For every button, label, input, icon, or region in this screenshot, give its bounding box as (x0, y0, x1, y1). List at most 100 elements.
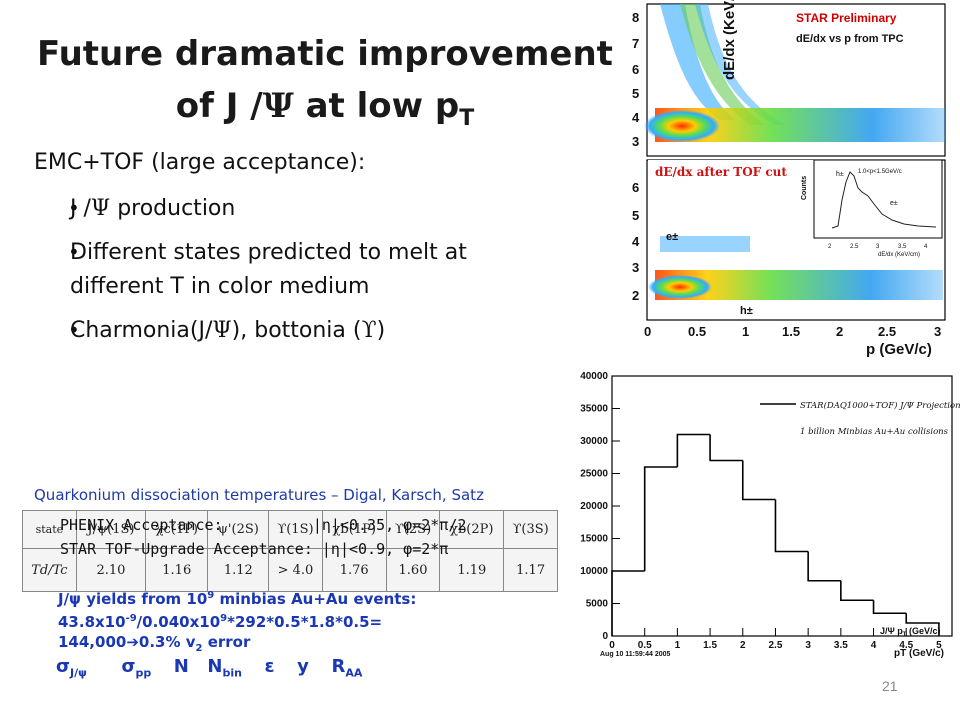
hist-x-tick: 2 (740, 640, 746, 651)
bullet-dot: • (68, 240, 80, 264)
inset-x-tick: 2 (828, 244, 832, 250)
star-preliminary-label: STAR Preliminary (796, 11, 897, 25)
inset-e-label: e± (890, 200, 898, 207)
electron-band (660, 236, 750, 252)
y-tick-top: 6 (632, 62, 639, 77)
subtitle: EMC+TOF (large acceptance): (34, 150, 366, 175)
hist-x-tick: 5 (936, 640, 942, 651)
hist-bar (905, 613, 940, 636)
table-cell: Td/Tc (22, 548, 77, 592)
inset-ylabel: Counts (801, 176, 808, 200)
pion-hotspot (644, 110, 720, 142)
y-tick-top: 3 (632, 134, 639, 149)
x-tick: 0 (644, 324, 651, 339)
inset-legend: 1.0<p<1.5GeV/c (858, 169, 902, 175)
hist-y-tick: 20000 (580, 501, 608, 512)
proton-band (680, 4, 765, 125)
table-cell: 1.60 (385, 548, 441, 592)
jpsi-histogram-plot: 0 5000 10000 15000 20000 25000 30000 35000 40000… (580, 371, 960, 659)
hist-bar (807, 551, 841, 582)
bullet-item-jpsi: J /Ψ production (70, 196, 236, 221)
inset-histogram (831, 171, 937, 229)
x-tick: 2.5 (878, 324, 896, 339)
table-cell: > 4.0 (268, 548, 323, 592)
page-number: 21 (882, 678, 898, 694)
hist-y-tick: 15000 (580, 534, 608, 545)
inset-x-tick: 4 (924, 244, 928, 250)
after-cut-label: dE/dx after TOF cut (655, 165, 787, 179)
hist-y-tick: 40000 (580, 371, 608, 382)
hist-y-tick: 30000 (580, 436, 608, 447)
yields-line-1: J/ψ yields from 109 minbias Au+Au events… (58, 590, 417, 608)
bullet-item-melt-cont: different T in color medium (70, 274, 370, 299)
bullet-item-melt: Different states predicted to melt at (70, 240, 467, 265)
hadron-hotspot (648, 275, 712, 299)
yields-block: J/ψ yields from 109 minbias Au+Au events… (58, 586, 416, 659)
hist-x-tick: 1.5 (703, 640, 717, 651)
dedx-desc-label: dE/dx vs p from TPC (796, 33, 904, 45)
dissociation-table: state J/ψ(1S) χc(1P) ψ'(2S) ϒ(1S) χb(1P)… (22, 510, 558, 592)
formula-line: σJ/ψ σpp N Nbin ε y RAA (56, 656, 363, 680)
hist-x-tick: 3 (805, 640, 811, 651)
hist-legend-1: STAR(DAQ1000+TOF) J/Ψ Projection (800, 400, 960, 411)
hist-x-tick: 4.5 (899, 640, 913, 651)
x-tick: 3 (934, 324, 941, 339)
x-tick: 0.5 (688, 324, 706, 339)
hist-y-tick: 0 (602, 631, 608, 642)
hist-y-tick: 35000 (580, 404, 608, 415)
inset-frame (813, 159, 943, 239)
title-line-2: of J /Ψ at low pT (175, 86, 475, 131)
inset-x-tick: 3 (876, 244, 880, 250)
slide-title: Future dramatic improvement of J /Ψ at l… (30, 28, 620, 145)
deuteron-band (695, 4, 785, 125)
hist-bar (611, 570, 645, 636)
hist-y-tick: 25000 (580, 469, 608, 480)
electron-label: e± (666, 231, 678, 243)
y-tick-top: 5 (632, 86, 639, 101)
table-cell: 1.17 (503, 548, 558, 592)
yields-line-2: 43.8x10-9/0.040x109*292*0.5*1.8*0.5= (58, 613, 383, 631)
table-cell: J/ψ(1S) (75, 510, 147, 549)
hist-bar (676, 433, 711, 467)
hist-x-tick: 4 (871, 640, 877, 651)
bullet-list: • J /Ψ production • Different states pre… (34, 196, 574, 376)
y-tick-bottom: 3 (632, 260, 639, 275)
tpc-ylabel: dE/dx (KeV/cm) (721, 0, 738, 80)
table-cell: 2.10 (75, 548, 147, 592)
x-tick: 2 (836, 324, 843, 339)
inset-h-label: h± (836, 171, 844, 178)
hist-frame (611, 375, 953, 637)
x-tick: 1.5 (782, 324, 800, 339)
y-tick-bottom: 2 (632, 288, 639, 303)
tpc-dedx-plot: STAR Preliminary dE/dx vs p from TPC dE/… (632, 0, 946, 358)
table-cell: 1.12 (207, 548, 270, 592)
hist-y-tick: 10000 (580, 566, 608, 577)
y-tick-top: 7 (632, 36, 639, 51)
y-tick-bottom: 5 (632, 208, 639, 223)
hist-x-tick: 0.5 (638, 640, 652, 651)
yields-line-3: 144,000➔0.3% v2 error (58, 633, 251, 654)
hist-xlabel-2: J/Ψ pT (GeV/c) (880, 626, 940, 638)
hist-x-tick: 2.5 (769, 640, 783, 651)
inset-x-tick: 2.5 (850, 244, 859, 250)
tpc-xlabel: p (GeV/c) (866, 341, 932, 358)
y-tick-top: 8 (632, 10, 639, 25)
hist-timestamp: Aug 10 11:59:44 2005 (600, 651, 671, 658)
hadron-label: h± (740, 305, 753, 317)
after-cut-label-bg (648, 160, 814, 182)
star-acceptance: STAR TOF-Upgrade Acceptance: |η|<0.9, φ=… (60, 540, 449, 558)
kaon-band (660, 4, 735, 120)
inset-xlabel: dE/dx (KeV/cm) (878, 252, 920, 258)
y-tick-bottom: 6 (632, 180, 639, 195)
bullet-dot: • (68, 196, 80, 220)
table-row: Td/Tc 2.10 1.16 1.12 > 4.0 1.76 1.60 1.1… (22, 548, 558, 592)
hist-x-tick: 3.5 (834, 640, 848, 651)
table-cell: χc(1P) (145, 510, 209, 549)
hist-bar (840, 580, 874, 602)
table-cell: 1.16 (145, 548, 209, 592)
x-tick: 1 (742, 324, 749, 339)
hist-x-tick: 1 (675, 640, 681, 651)
hist-bar (741, 460, 776, 501)
quarkonium-caption: Quarkonium dissociation temperatures – D… (34, 486, 484, 504)
hist-x-tick: 0 (609, 640, 615, 651)
